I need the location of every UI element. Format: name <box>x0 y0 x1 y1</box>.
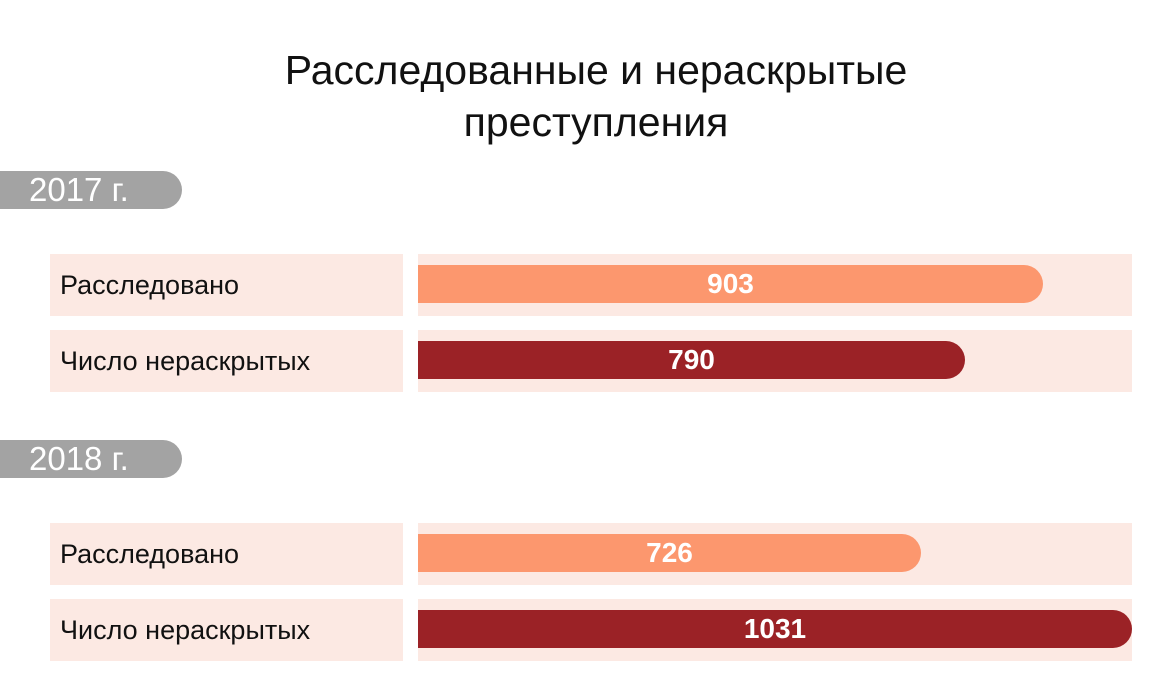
bar-value-2018-investigated: 726 <box>646 537 693 568</box>
row-label-2018-investigated: Расследовано <box>50 523 403 585</box>
bar-track-2017-investigated: 903 <box>418 254 1132 316</box>
year-label-2018: 2018 г. <box>0 440 182 478</box>
year-label-2017: 2017 г. <box>0 171 182 209</box>
row-label-2017-unsolved: Число нераскрытых <box>50 330 403 392</box>
bar-value-2017-unsolved: 790 <box>668 344 715 375</box>
chart-title-line-1: Расследованные и нераскрытые <box>284 47 908 93</box>
chart-title-line-2: преступления <box>463 99 729 145</box>
bar-value-2018-unsolved: 1031 <box>743 613 807 644</box>
bar-2017-unsolved: 790 <box>418 341 965 379</box>
row-label-2018-unsolved: Число нераскрытых <box>50 599 403 661</box>
bar-2018-investigated: 726 <box>418 534 921 572</box>
bar-2018-unsolved: 1031 <box>418 610 1132 648</box>
bar-value-2017-investigated: 903 <box>707 268 754 299</box>
row-label-2017-investigated: Расследовано <box>50 254 403 316</box>
bar-track-2018-investigated: 726 <box>418 523 1132 585</box>
bar-track-2018-unsolved: 1031 <box>418 599 1132 661</box>
bar-track-2017-unsolved: 790 <box>418 330 1132 392</box>
chart-title: Расследованные и нераскрытые преступлени… <box>0 44 1168 148</box>
bar-2017-investigated: 903 <box>418 265 1043 303</box>
